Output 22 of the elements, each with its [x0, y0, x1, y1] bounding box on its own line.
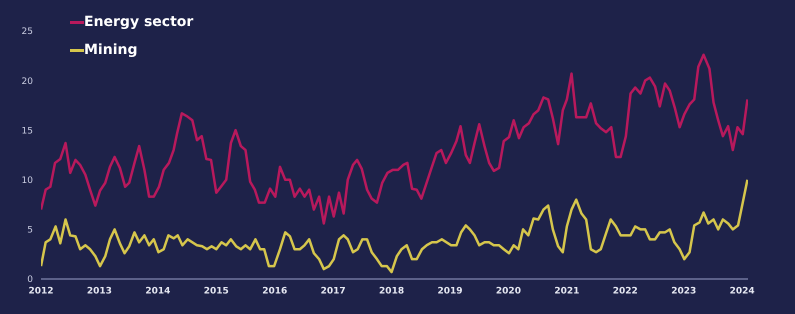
x-tick-label: 2014: [145, 286, 170, 296]
x-tick-label: 2017: [320, 286, 346, 296]
y-tick-label: 0: [27, 275, 34, 286]
x-tick-label: 2016: [262, 286, 288, 296]
legend-label: Energy sector: [84, 14, 194, 30]
x-tick-label: 2020: [496, 286, 521, 296]
x-tick-label: 2018: [379, 286, 404, 296]
legend-label: Mining: [84, 42, 138, 58]
x-tick-label: 2022: [612, 286, 638, 296]
x-tick-label: 2021: [554, 286, 580, 296]
y-tick-label: 25: [22, 27, 33, 38]
x-tick-label: 2015: [204, 286, 229, 296]
x-tick-label: 2013: [86, 286, 112, 296]
x-tick-label: 2019: [437, 286, 463, 296]
line-series: [41, 178, 748, 274]
y-tick-label: 10: [22, 176, 34, 186]
x-tick-label: 2024: [730, 286, 755, 296]
y-tick-label: 15: [22, 126, 33, 136]
y-tick-label: 5: [27, 226, 33, 236]
x-tick-label: 2012: [28, 286, 54, 296]
x-tick-label: 2023: [671, 286, 696, 296]
y-tick-label: 20: [22, 76, 34, 87]
